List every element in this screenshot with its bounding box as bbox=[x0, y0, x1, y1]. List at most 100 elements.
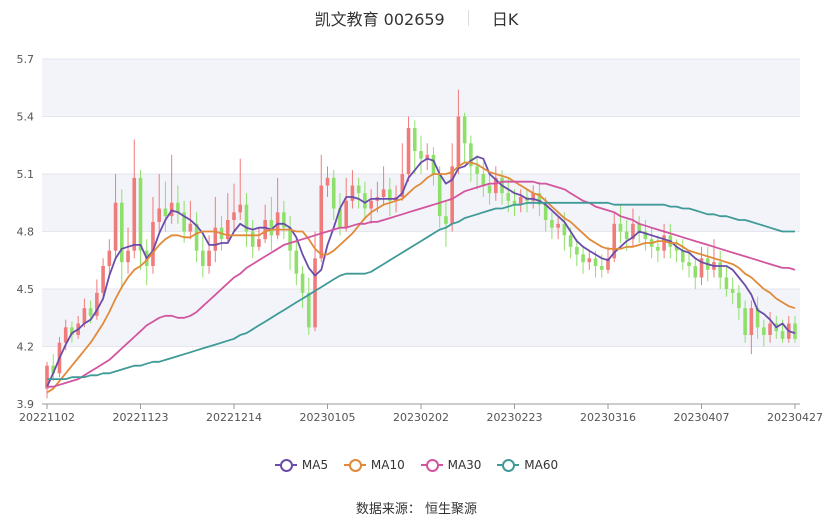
candle-body bbox=[282, 212, 286, 228]
candle-body bbox=[425, 154, 430, 159]
candle-body bbox=[662, 235, 666, 251]
candle-body bbox=[469, 143, 473, 167]
candle-body bbox=[537, 193, 542, 205]
candle-body bbox=[444, 216, 448, 224]
candle-body bbox=[244, 204, 249, 232]
y-tick-label: 5.4 bbox=[17, 111, 35, 124]
candle-body bbox=[518, 197, 523, 205]
candle-body bbox=[313, 258, 317, 328]
candle-body bbox=[406, 128, 411, 174]
candle-body bbox=[475, 166, 479, 174]
ma30-legend-marker bbox=[420, 459, 443, 472]
candle-body bbox=[587, 258, 592, 263]
candle-body bbox=[543, 204, 548, 220]
candle-body bbox=[107, 250, 112, 266]
candle-body bbox=[138, 177, 143, 251]
candle-body bbox=[95, 292, 99, 316]
candle-body bbox=[599, 266, 604, 270]
legend-item-ma10[interactable]: MA10 bbox=[343, 458, 405, 472]
candle-body bbox=[307, 292, 311, 328]
candle-body bbox=[288, 227, 292, 251]
x-tick-label: 20221123 bbox=[113, 411, 169, 424]
candle-body bbox=[182, 212, 186, 232]
candle-body bbox=[656, 246, 660, 251]
candle-body bbox=[344, 200, 348, 228]
y-tick-label: 4.5 bbox=[17, 283, 35, 296]
candle-body bbox=[88, 308, 93, 316]
candle-body bbox=[157, 208, 161, 222]
candle-body bbox=[643, 231, 648, 240]
x-tick-label: 20230223 bbox=[487, 411, 543, 424]
candle-body bbox=[437, 174, 442, 217]
legend-item-ma30[interactable]: MA30 bbox=[420, 458, 482, 472]
candle-body bbox=[294, 250, 299, 274]
ma5-line bbox=[46, 155, 796, 388]
candle-body bbox=[163, 208, 168, 217]
candle-body bbox=[506, 193, 511, 201]
legend-item-ma5[interactable]: MA5 bbox=[274, 458, 329, 472]
y-tick-label: 4.8 bbox=[17, 226, 35, 239]
candle-body bbox=[381, 189, 386, 197]
candle-body bbox=[699, 258, 704, 278]
candle-body bbox=[456, 116, 461, 167]
candle-body bbox=[369, 200, 373, 209]
candle-body bbox=[45, 365, 49, 389]
candle-body bbox=[338, 208, 342, 228]
candle-body bbox=[300, 273, 305, 293]
candle-body bbox=[674, 246, 679, 251]
x-tick-label: 20230202 bbox=[393, 411, 449, 424]
y-tick-label: 5.1 bbox=[17, 168, 35, 181]
candle-body bbox=[612, 223, 617, 259]
candle-body bbox=[755, 308, 760, 328]
candle-body bbox=[356, 185, 361, 194]
legend-label-ma30: MA30 bbox=[447, 458, 482, 472]
candle-body bbox=[63, 327, 68, 343]
plot-band bbox=[42, 59, 800, 117]
candle-body bbox=[593, 258, 598, 266]
candle-body bbox=[101, 266, 105, 293]
plot-band bbox=[42, 289, 800, 347]
candle-body bbox=[693, 266, 698, 278]
candle-body bbox=[412, 128, 417, 151]
candle-body bbox=[213, 227, 218, 251]
candle-body bbox=[257, 239, 261, 247]
candle-body bbox=[263, 220, 267, 240]
candle-body bbox=[556, 223, 560, 228]
legend-item-ma60[interactable]: MA60 bbox=[497, 458, 558, 472]
candle-body bbox=[225, 220, 230, 240]
ma60-legend-marker bbox=[497, 459, 520, 472]
candle-body bbox=[388, 189, 392, 201]
candle-body bbox=[250, 231, 255, 247]
legend-label-ma5: MA5 bbox=[301, 458, 329, 472]
ma5-legend-marker bbox=[274, 459, 297, 472]
legend-label-ma10: MA10 bbox=[370, 458, 405, 472]
x-tick-label: 20221102 bbox=[19, 411, 75, 424]
candle-body bbox=[581, 254, 585, 263]
candle-body bbox=[487, 185, 492, 194]
candle-body bbox=[169, 202, 174, 217]
candle-body bbox=[132, 177, 137, 251]
candle-body bbox=[319, 185, 324, 259]
candle-body bbox=[120, 202, 124, 263]
candle-body bbox=[194, 223, 199, 251]
candle-body bbox=[768, 323, 772, 335]
candle-body bbox=[687, 262, 691, 266]
candle-body bbox=[618, 223, 623, 232]
candle-body bbox=[113, 202, 118, 251]
candle-body bbox=[624, 231, 629, 240]
candle-body bbox=[737, 292, 741, 309]
candle-body bbox=[331, 177, 336, 209]
candle-body bbox=[462, 116, 467, 144]
candle-body bbox=[151, 221, 155, 266]
candle-body bbox=[637, 223, 641, 232]
candle-body bbox=[562, 223, 567, 236]
candle-body bbox=[718, 262, 722, 278]
candle-body bbox=[749, 308, 754, 335]
candle-body bbox=[400, 174, 405, 197]
candle-body bbox=[494, 177, 498, 194]
candle-body bbox=[431, 154, 436, 174]
title-divider bbox=[467, 10, 469, 26]
period-label[interactable]: 日K bbox=[491, 10, 519, 29]
candle-body bbox=[232, 212, 236, 220]
